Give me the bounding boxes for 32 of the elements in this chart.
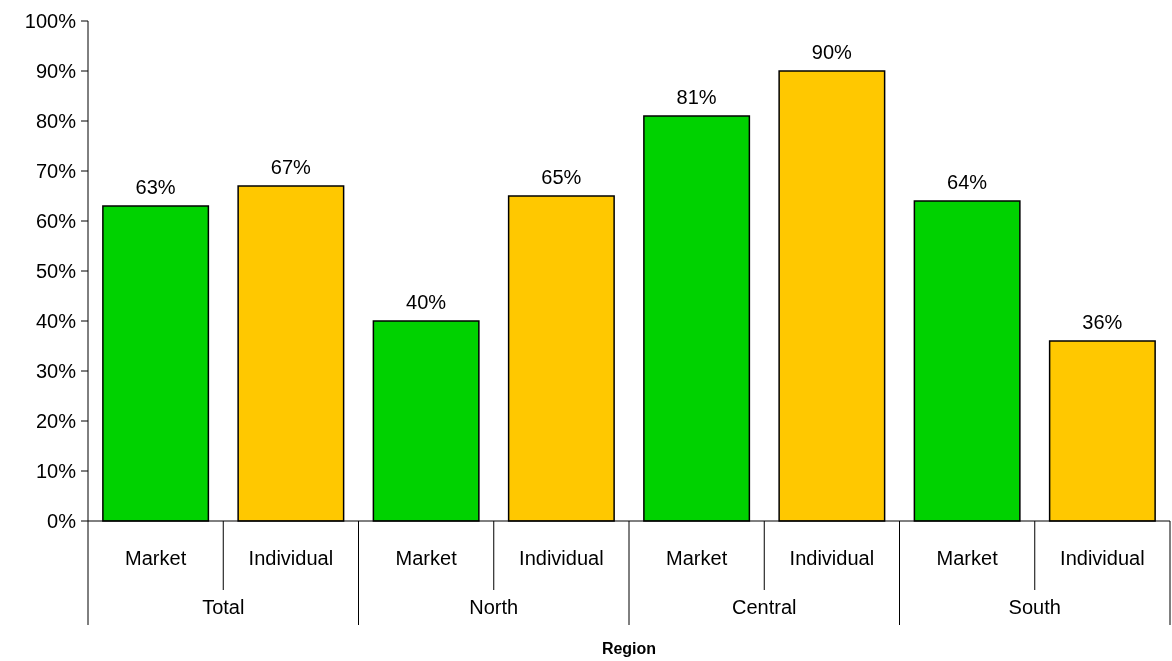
- data-label: 65%: [541, 166, 582, 188]
- data-label: 40%: [406, 291, 447, 313]
- x-tick-label: Central: [732, 596, 797, 618]
- series-label: Individual: [248, 547, 334, 569]
- text: Individual: [1060, 547, 1145, 569]
- data-label: 64%: [947, 171, 988, 193]
- x-tick-label: North: [469, 596, 519, 618]
- data-label: 90%: [811, 41, 853, 63]
- y-tick-label: 30%: [35, 360, 77, 382]
- y-tick-label: 70%: [35, 160, 77, 182]
- y-tick-label: 90%: [35, 60, 77, 82]
- data-label: 67%: [270, 156, 312, 178]
- x-tick-label: Total: [202, 596, 245, 618]
- data-label: 36%: [1082, 311, 1123, 333]
- data-label: 63%: [135, 176, 176, 198]
- data-label: 81%: [676, 86, 717, 108]
- text: Individual: [789, 547, 875, 569]
- y-tick-label: 60%: [35, 210, 77, 232]
- y-tick-label: 10%: [35, 460, 77, 482]
- text: Market: [666, 547, 728, 569]
- text: Individual: [519, 547, 604, 569]
- y-tick-label: 20%: [35, 410, 77, 432]
- x-tick-label: South: [1008, 596, 1061, 618]
- y-tick-label: 0%: [47, 510, 77, 532]
- text: Market: [936, 547, 998, 569]
- series-label: Market: [125, 547, 187, 569]
- x-axis-title: Region: [601, 640, 657, 657]
- y-tick-label: 40%: [35, 310, 77, 332]
- y-tick-label: 50%: [35, 260, 77, 282]
- y-tick-label: 100%: [24, 10, 77, 32]
- y-tick-label: 80%: [35, 110, 77, 132]
- text: Market: [395, 547, 457, 569]
